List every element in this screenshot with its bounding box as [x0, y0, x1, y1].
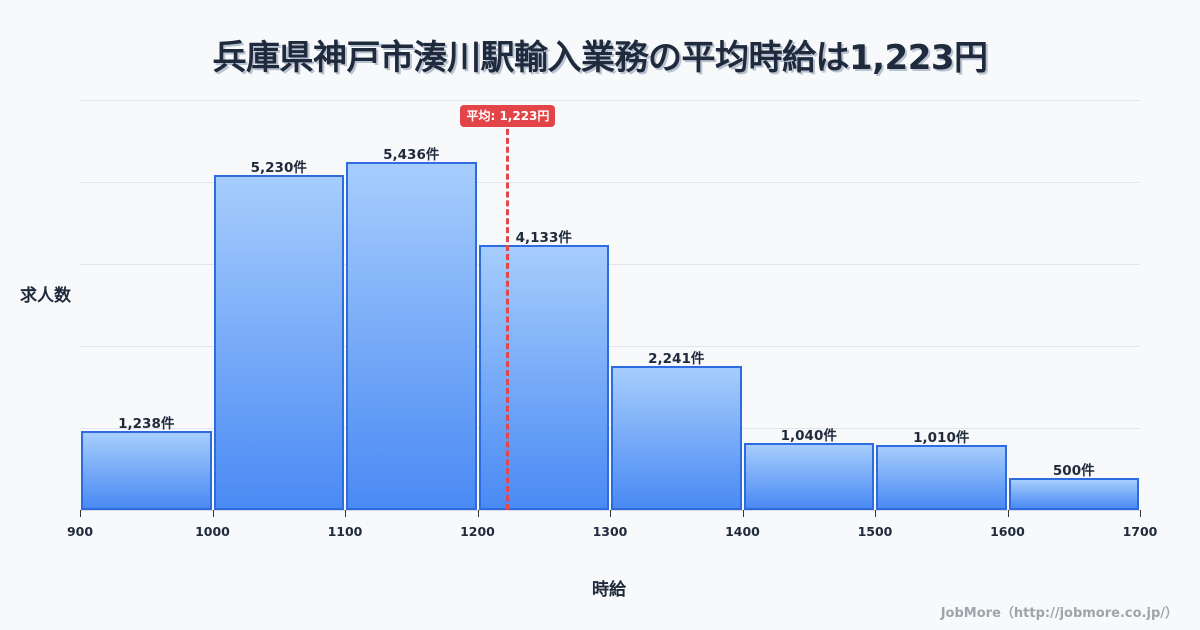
x-tick — [477, 510, 479, 517]
y-axis-label: 求人数 — [20, 286, 71, 306]
x-tick-label: 1300 — [592, 524, 628, 539]
chart-title: 兵庫県神戸市湊川駅輸入業務の平均時給は1,223円 — [212, 38, 988, 78]
histogram-bar[interactable] — [213, 174, 344, 510]
x-tick — [875, 510, 876, 517]
gridline — [80, 100, 1140, 101]
histogram-bar[interactable] — [743, 443, 874, 510]
x-tick-label: 1700 — [1122, 524, 1158, 539]
x-tick — [1140, 510, 1141, 517]
bar-value-label: 1,010件 — [913, 430, 970, 447]
x-tick — [345, 510, 346, 517]
x-tick-label: 1100 — [327, 524, 363, 539]
bar-value-label: 1,040件 — [780, 428, 837, 445]
x-tick — [1007, 510, 1009, 517]
x-tick — [80, 510, 81, 517]
histogram-bar[interactable] — [478, 245, 609, 510]
x-tick — [742, 510, 744, 517]
x-tick-label: 1200 — [460, 524, 495, 539]
bar-value-label: 5,230件 — [250, 159, 307, 176]
mean-value-badge: 平均: 1,223円 — [460, 105, 556, 127]
bar-value-label: 4,133件 — [515, 230, 572, 247]
bar-value-label: 1,238件 — [118, 415, 175, 432]
bar-value-label: 2,241件 — [648, 351, 705, 368]
bar-value-label: 5,436件 — [383, 146, 440, 163]
x-tick-label: 1400 — [725, 524, 760, 539]
histogram-plot-area: 1,238件 5,230件 5,436件 4,133件 2,241件 1,040件 1,01… — [67, 100, 1157, 539]
x-tick-label: 1600 — [990, 524, 1025, 539]
gridline — [80, 428, 1140, 429]
x-tick-label: 900 — [66, 524, 94, 539]
histogram-bar[interactable] — [346, 161, 477, 510]
source-credit: JobMore（http://jobmore.co.jp/） — [940, 606, 1178, 621]
x-tick — [610, 510, 611, 517]
x-axis-label: 時給 — [592, 580, 626, 600]
x-tick — [212, 510, 214, 517]
gridline — [80, 264, 1140, 265]
mean-dashed-line — [506, 120, 510, 510]
bar-value-label: 500件 — [1052, 462, 1095, 479]
gridline — [80, 182, 1140, 183]
x-tick-label: 1000 — [195, 524, 230, 539]
gridline — [80, 346, 1140, 347]
histogram-bar[interactable] — [876, 445, 1007, 510]
histogram-bar[interactable] — [611, 366, 742, 510]
histogram-bar[interactable] — [1008, 477, 1139, 510]
histogram-bar[interactable] — [81, 430, 212, 510]
x-tick-label: 1500 — [857, 524, 893, 539]
